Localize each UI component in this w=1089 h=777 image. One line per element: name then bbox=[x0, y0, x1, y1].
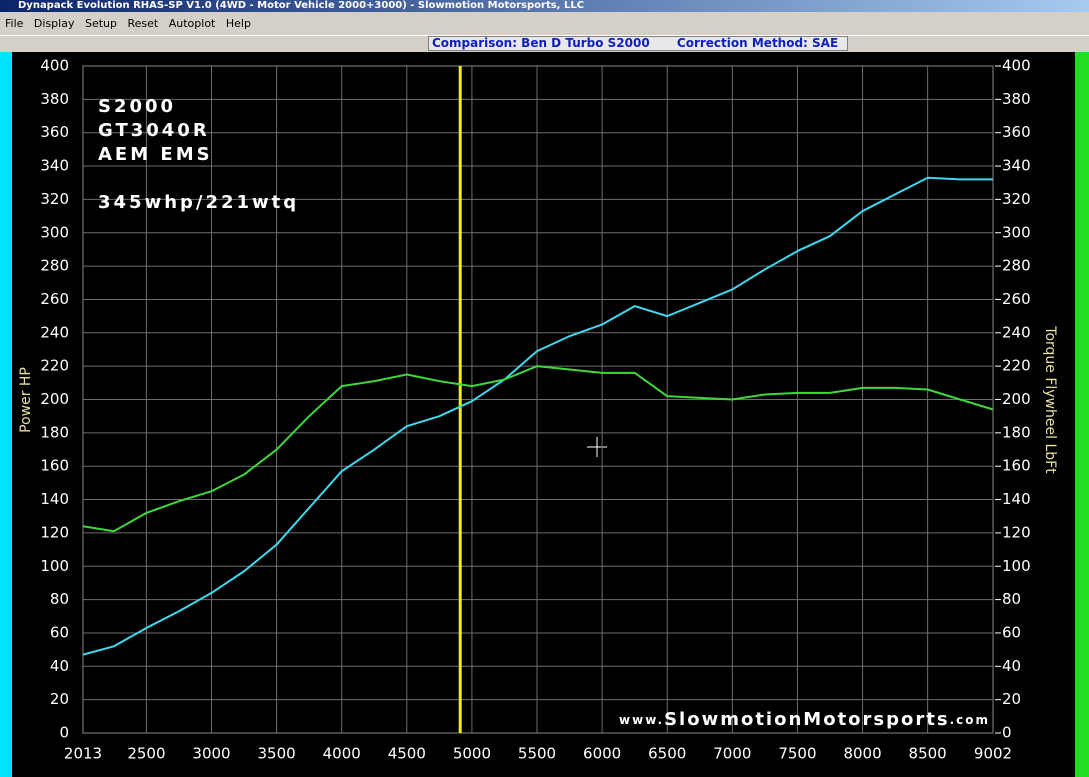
x-tick-label: 7000 bbox=[713, 745, 751, 763]
x-tick-label: 8500 bbox=[909, 745, 947, 763]
y-tick-label: 100 bbox=[40, 557, 69, 575]
x-tick-label: 3000 bbox=[192, 745, 230, 763]
x-tick-label: 5500 bbox=[518, 745, 556, 763]
x-tick-label: 4000 bbox=[323, 745, 361, 763]
menu-bar: File Display Setup Reset Autoplot Help bbox=[0, 12, 1089, 35]
y-axis-label: Power HP bbox=[18, 367, 34, 433]
y2-tick-label: 280 bbox=[1002, 257, 1031, 275]
x-tick-label: 3500 bbox=[258, 745, 296, 763]
x-tick-label: 8000 bbox=[843, 745, 881, 763]
y-tick-label: 160 bbox=[40, 457, 69, 475]
watermark: www.SlowmotionMotorsports.com bbox=[619, 709, 990, 730]
right-strip bbox=[1075, 52, 1089, 777]
watermark-part: SlowmotionMotorsports bbox=[664, 709, 950, 730]
title-bar: Dynapack Evolution RHAS-SP V1.0 (4WD - M… bbox=[0, 0, 1089, 12]
watermark-part: www. bbox=[619, 713, 664, 727]
y2-tick-label: 40 bbox=[1002, 657, 1021, 675]
data-line bbox=[82, 176, 993, 656]
left-strip bbox=[0, 52, 12, 777]
y-tick-label: 400 bbox=[40, 57, 69, 75]
y-tick-label: 320 bbox=[40, 190, 69, 208]
y-tick-label: 180 bbox=[40, 423, 69, 441]
y-tick-label: 340 bbox=[40, 157, 69, 175]
y-tick-label: 80 bbox=[50, 590, 69, 608]
annotation: GT3040R bbox=[98, 120, 210, 141]
y2-tick-label: 220 bbox=[1002, 357, 1031, 375]
y-tick-label: 40 bbox=[50, 657, 69, 675]
annotation: AEM EMS bbox=[98, 144, 213, 165]
status-text: Correction Method: SAE bbox=[676, 36, 839, 50]
y-tick-label: 260 bbox=[40, 290, 69, 308]
x-tick-label: 7500 bbox=[778, 745, 816, 763]
y2-tick-label: 340 bbox=[1002, 157, 1031, 175]
y2-tick-label: 120 bbox=[1002, 523, 1031, 541]
y2-tick-label: 300 bbox=[1002, 223, 1031, 241]
y2-tick-label: 360 bbox=[1002, 123, 1031, 141]
y-tick-label: 20 bbox=[50, 690, 69, 708]
y2-tick-label: 0 bbox=[1002, 724, 1012, 742]
y2-tick-label: 260 bbox=[1002, 290, 1031, 308]
y-tick-label: 0 bbox=[59, 724, 69, 742]
data-line bbox=[82, 365, 994, 533]
y-tick-label: 280 bbox=[40, 257, 69, 275]
status-box: Comparison: Ben D Turbo S2000 Correction… bbox=[428, 36, 848, 51]
x-tick-label: 2500 bbox=[127, 745, 165, 763]
menu-item[interactable]: Setup bbox=[84, 17, 117, 30]
y2-tick-label: 80 bbox=[1002, 590, 1021, 608]
watermark-part: .com bbox=[950, 713, 990, 727]
y-tick-label: 140 bbox=[40, 490, 69, 508]
y-tick-label: 360 bbox=[40, 123, 69, 141]
x-tick-label: 9002 bbox=[974, 745, 1012, 763]
x-tick-label: 2013 bbox=[64, 745, 102, 763]
status-bar: Comparison: Ben D Turbo S2000 Correction… bbox=[0, 35, 1089, 52]
plot-frame bbox=[82, 65, 994, 734]
y2-tick-label: 180 bbox=[1002, 423, 1031, 441]
y2-tick-label: 240 bbox=[1002, 323, 1031, 341]
menu-item[interactable]: Reset bbox=[127, 17, 159, 30]
y2-tick-label: 20 bbox=[1002, 690, 1021, 708]
y2-axis-label: Torque Flywheel LbFt bbox=[1042, 325, 1058, 474]
y-tick-label: 200 bbox=[40, 390, 69, 408]
y-tick-label: 380 bbox=[40, 90, 69, 108]
crosshair bbox=[587, 437, 607, 457]
x-tick-label: 6000 bbox=[583, 745, 621, 763]
y-tick-label: 60 bbox=[50, 623, 69, 641]
annotation: 345whp/221wtq bbox=[98, 192, 299, 213]
annotation: S2000 bbox=[98, 96, 176, 117]
y2-tick-label: 200 bbox=[1002, 390, 1031, 408]
menu-item[interactable]: Help bbox=[225, 17, 251, 30]
y2-tick-label: 100 bbox=[1002, 557, 1031, 575]
status-text: Comparison: Ben D Turbo S2000 bbox=[432, 36, 650, 50]
y-tick-label: 300 bbox=[40, 223, 69, 241]
menu-item[interactable]: Display bbox=[33, 17, 75, 30]
y-tick-label: 120 bbox=[40, 523, 69, 541]
x-tick-label: 6500 bbox=[648, 745, 686, 763]
y-tick-label: 240 bbox=[40, 323, 69, 341]
y2-tick-label: 320 bbox=[1002, 190, 1031, 208]
menu-item[interactable]: Autoplot bbox=[168, 17, 216, 30]
y2-tick-label: 380 bbox=[1002, 90, 1031, 108]
x-tick-label: 4500 bbox=[388, 745, 426, 763]
y2-tick-label: 400 bbox=[1002, 57, 1031, 75]
y-tick-label: 220 bbox=[40, 357, 69, 375]
menu-item[interactable]: File bbox=[5, 17, 24, 30]
y2-tick-label: 60 bbox=[1002, 623, 1021, 641]
y2-tick-label: 140 bbox=[1002, 490, 1031, 508]
x-tick-label: 5000 bbox=[453, 745, 491, 763]
y2-tick-label: 160 bbox=[1002, 457, 1031, 475]
